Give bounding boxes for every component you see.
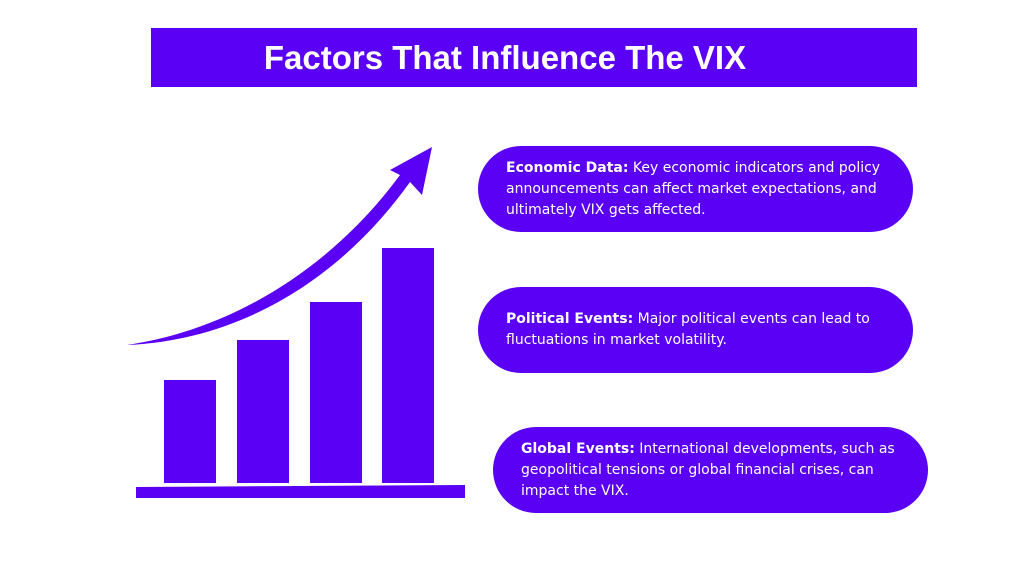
icon-arrow <box>127 147 432 345</box>
factor-text: International developments, such as geop… <box>521 440 895 499</box>
icon-bar <box>164 380 216 483</box>
factor-label: Political Events: <box>506 311 634 327</box>
factor-card: Global Events: International development… <box>493 427 928 513</box>
factor-label: Economic Data: <box>506 159 629 176</box>
title: Factors That Influence The VIX <box>263 39 747 76</box>
icon-bar <box>382 248 434 483</box>
factor-card: Political Events: Major political events… <box>478 287 913 373</box>
icon-baseline <box>136 485 465 498</box>
factor-text: Key economic indicators and policy annou… <box>506 159 881 218</box>
growth-chart-icon <box>127 147 465 498</box>
factor-text: Major political events can lead to fluct… <box>506 311 870 348</box>
icon-bar <box>310 302 362 483</box>
title-banner: Factors That Influence The VIX <box>151 28 917 87</box>
icon-bar <box>237 340 289 483</box>
factor-card: Economic Data: Key economic indicators a… <box>478 146 913 232</box>
factor-label: Global Events: <box>521 440 635 457</box>
